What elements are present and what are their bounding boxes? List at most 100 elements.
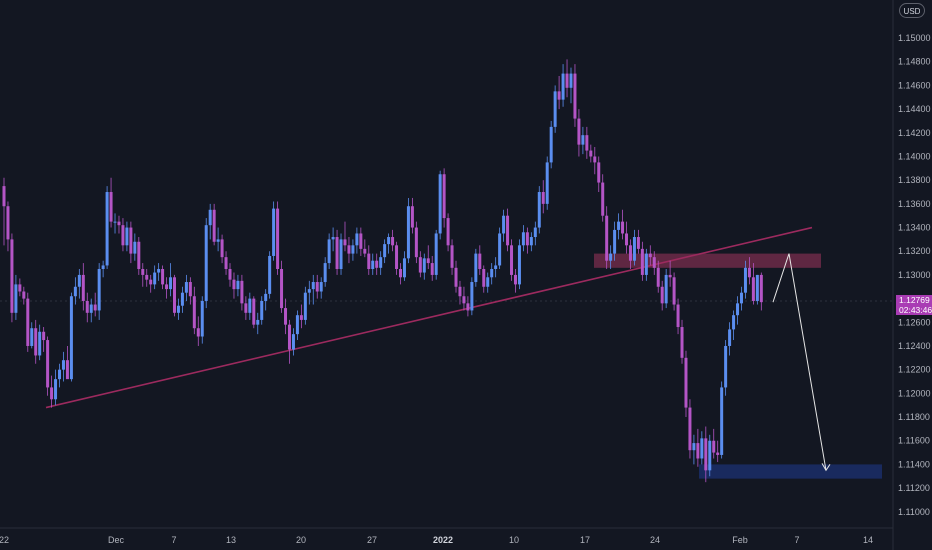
candle-body [696,443,700,459]
candle [89,298,93,323]
candle-body [438,174,442,234]
candle-body [625,233,629,246]
candle-body [276,208,280,269]
candle [73,277,77,305]
candle [474,248,478,287]
candle [434,229,438,280]
candle [85,292,89,323]
x-tick-label: 17 [580,535,590,545]
candle [573,64,577,127]
y-tick-label: 1.12000 [898,388,931,398]
candle-body [169,277,173,290]
candle-body [462,296,466,304]
candle-body [736,303,740,316]
candle [208,203,212,240]
candle [22,286,26,305]
candle-body [65,360,69,380]
candle [42,327,46,352]
candle [145,269,149,287]
candle [652,251,656,275]
candle-body [387,237,391,245]
candle-body [601,182,605,216]
candle [383,239,387,264]
candle [529,232,533,252]
candle-body [85,300,89,313]
y-tick-label: 1.13800 [898,175,931,185]
candle-body [732,315,736,330]
candle [743,260,747,299]
candle [184,274,188,301]
candle [418,251,422,278]
candle-body [188,282,192,297]
candle-body [260,300,264,320]
candle [728,322,732,356]
projection-layer [772,253,831,472]
y-tick-label: 1.12200 [898,365,931,375]
x-tick-label: 27 [367,535,377,545]
candle [133,233,137,261]
candle-body [38,331,42,356]
candle-body [406,206,410,259]
candle [466,296,470,317]
candle-body [383,244,387,258]
candle [347,237,351,264]
candle [414,221,418,264]
candle [105,186,109,269]
candle-body [363,248,367,254]
candle [228,263,232,287]
candle [117,215,121,234]
candle [157,263,161,281]
y-tick-label: 1.11600 [898,436,930,446]
candle [188,277,192,305]
candle-body [228,269,232,280]
candle [470,277,474,316]
candle [755,274,759,305]
candle [513,269,517,293]
candle-body [54,379,58,400]
candle-body [287,324,291,350]
candle [169,263,173,297]
candle-body [529,237,533,246]
candle [125,221,129,252]
candle-body [589,150,593,157]
candle-body [716,452,720,455]
candle-body [196,328,200,337]
candle [656,260,660,293]
candle [739,286,743,311]
y-tick-label: 1.14600 [898,80,931,90]
candle [533,221,537,246]
candle-body [573,73,577,119]
candle [287,319,291,364]
candle-body [410,206,414,228]
candle [454,260,458,293]
candle [371,253,375,275]
candle [692,434,696,465]
candle [141,263,145,287]
last-price-value: 1.12769 [899,295,930,305]
candle-body [371,260,375,269]
y-tick-label: 1.14800 [898,57,931,67]
candle [109,177,113,228]
candle [625,221,629,254]
candle [18,278,22,297]
candle-body [395,245,399,269]
candle [299,304,303,329]
candle [506,208,510,252]
candle-body [498,233,502,266]
candle-body [2,186,6,207]
candle-body [149,279,153,285]
candle [232,272,236,299]
candle [161,265,165,290]
candle-body [549,126,553,163]
candle [648,245,652,266]
candle-body [565,73,569,88]
candle [438,170,442,240]
candle-body [561,73,565,100]
currency-badge[interactable]: USD [899,3,925,18]
candle-body [101,265,105,269]
candle-body [545,162,549,204]
candle [196,316,200,346]
candle [331,227,335,252]
candle [636,229,640,254]
